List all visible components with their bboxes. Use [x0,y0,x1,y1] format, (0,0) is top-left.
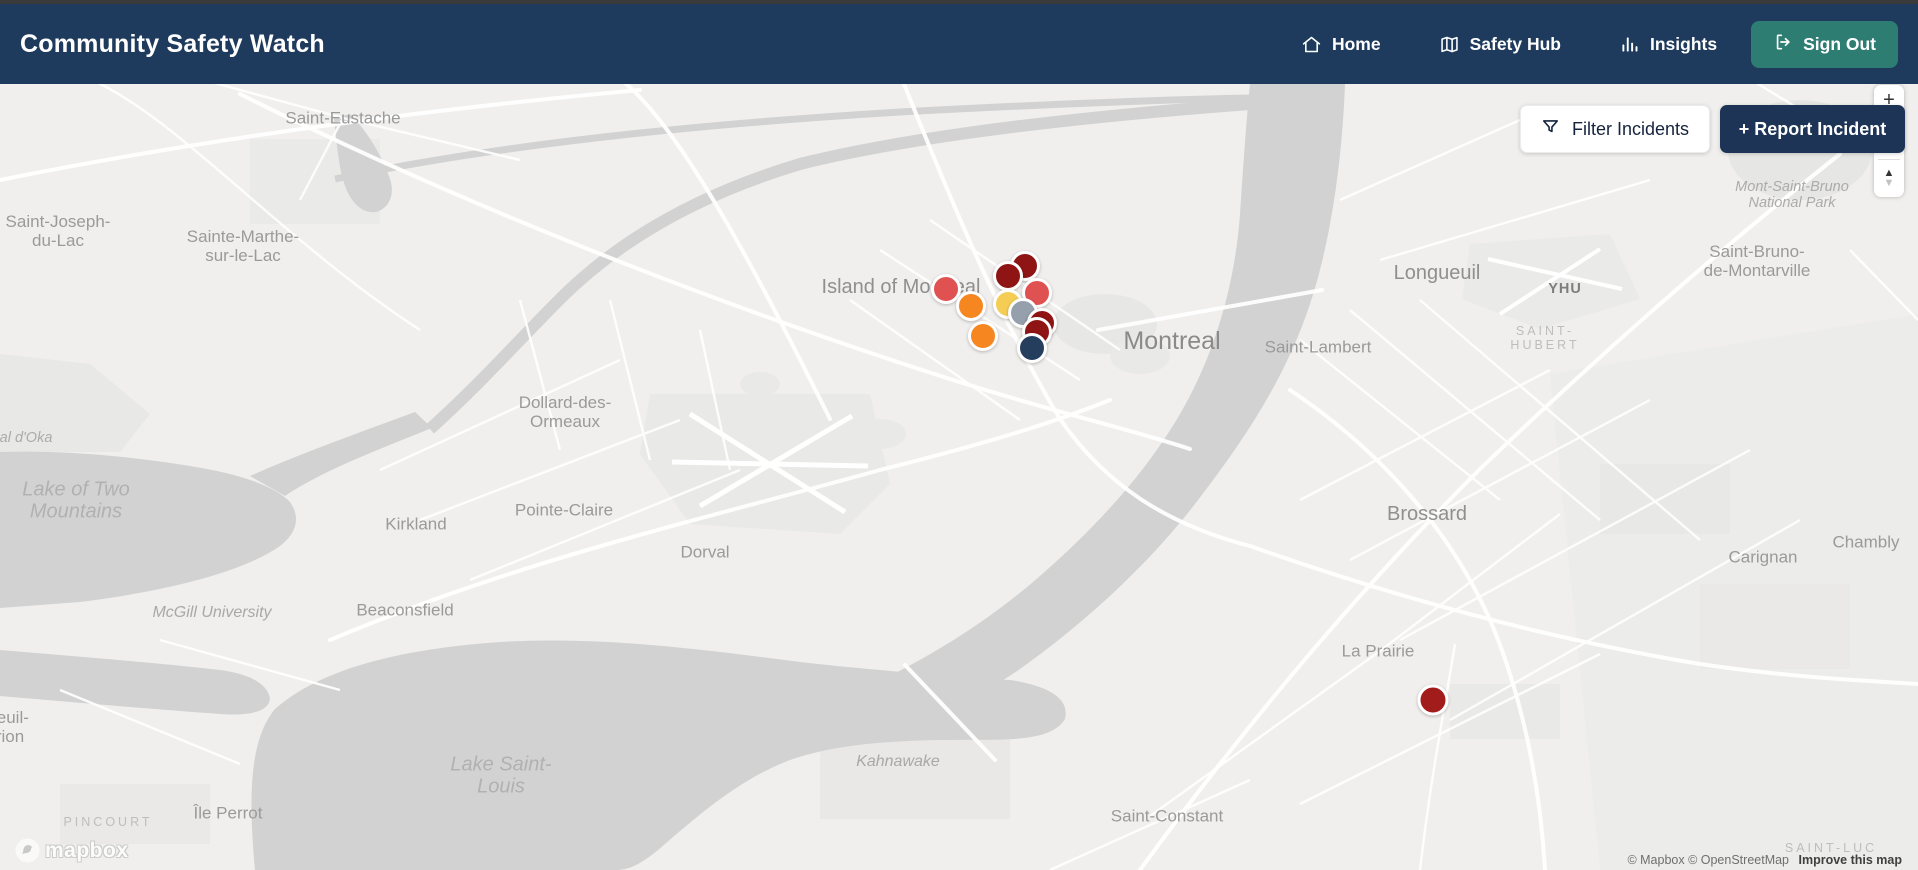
nav-item-home[interactable]: Home [1301,34,1381,55]
sign-out-button[interactable]: Sign Out [1751,20,1898,68]
mapbox-logo-icon [15,838,40,863]
map-base-tiles [0,84,1918,870]
incident-marker[interactable] [993,261,1023,291]
nav-item-insights[interactable]: Insights [1619,34,1717,55]
improve-map-link[interactable]: Improve this map [1798,853,1903,867]
sign-out-label: Sign Out [1803,33,1876,54]
map-attribution[interactable]: © Mapbox © OpenStreetMap Improve this ma… [1627,853,1902,867]
nav-item-label: Safety Hub [1469,33,1561,54]
control-divider [1878,159,1900,160]
nav-item-label: Insights [1650,33,1718,54]
incident-marker[interactable] [1417,684,1449,716]
incident-marker[interactable] [931,274,961,304]
mapbox-logo[interactable]: mapbox [14,837,129,864]
mapbox-logo-text: mapbox [45,838,129,862]
incident-marker[interactable] [1017,333,1047,363]
pitch-down-icon: ▼ [1883,176,1895,189]
map-canvas[interactable]: Saint-Eustache Saint-Joseph-du-Lac Sainte-… [0,84,1918,870]
main-nav: Home Safety Hub Insights [1301,34,1717,55]
attribution-credits[interactable]: © Mapbox © OpenStreetMap [1627,853,1790,867]
filter-incidents-label: Filter Incidents [1571,118,1690,139]
nav-item-label: Home [1331,33,1381,54]
report-incident-label: + Report Incident [1738,118,1887,139]
pitch-control[interactable]: ▲ ▼ [1874,161,1904,195]
map-icon [1439,34,1460,55]
funnel-icon [1541,117,1560,141]
window-top-strip [0,0,1918,4]
report-incident-button[interactable]: + Report Incident [1720,105,1905,153]
logout-icon [1773,32,1793,57]
zoom-in-button[interactable]: + [1883,88,1895,111]
incident-marker[interactable] [968,321,998,351]
filter-incidents-button[interactable]: Filter Incidents [1520,105,1710,153]
nav-item-safety-hub[interactable]: Safety Hub [1439,34,1561,55]
app-header: Community Safety Watch Home Safety Hub I… [0,4,1918,84]
incident-marker[interactable] [956,291,986,321]
page-title: Community Safety Watch [20,29,325,58]
home-icon [1301,34,1322,55]
bar-chart-icon [1619,34,1640,55]
pitch-up-icon: ▲ [1883,166,1895,179]
